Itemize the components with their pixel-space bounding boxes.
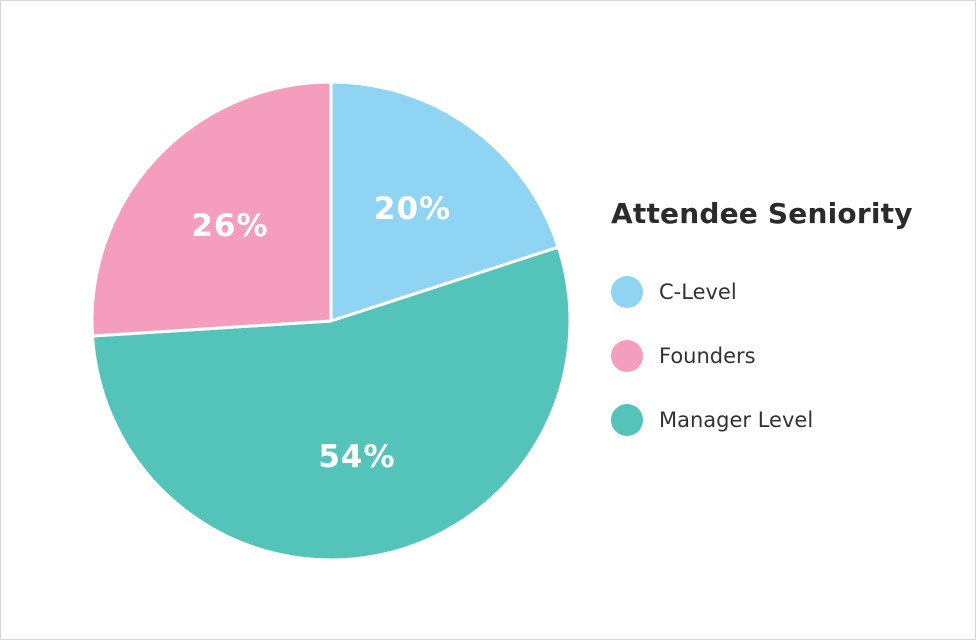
legend-swatch-c-level — [611, 276, 643, 308]
pie-slice-c-level — [329, 80, 560, 323]
pie-slice-label-founders: 26% — [191, 208, 268, 244]
legend-item-manager-level: Manager Level — [611, 404, 971, 436]
pie-slice-label-c-level: 20% — [374, 191, 451, 227]
pie-slice-label-manager-level: 54% — [318, 439, 395, 475]
chart-title: Attendee Seniority — [611, 197, 913, 230]
legend: Attendee Seniority C-Level Founders Mana… — [611, 197, 971, 468]
legend-swatch-founders — [611, 340, 643, 372]
legend-item-founders: Founders — [611, 340, 971, 372]
legend-item-c-level: C-Level — [611, 276, 971, 308]
legend-swatch-manager-level — [611, 404, 643, 436]
legend-label: Founders — [659, 344, 756, 368]
legend-label: C-Level — [659, 280, 737, 304]
pie-slice-founders — [90, 80, 333, 338]
pie-slices — [90, 80, 572, 562]
pie-slice-manager-level — [90, 245, 572, 562]
legend-label: Manager Level — [659, 408, 814, 432]
pie-slice-labels: 20% 54% 26% — [191, 191, 451, 475]
